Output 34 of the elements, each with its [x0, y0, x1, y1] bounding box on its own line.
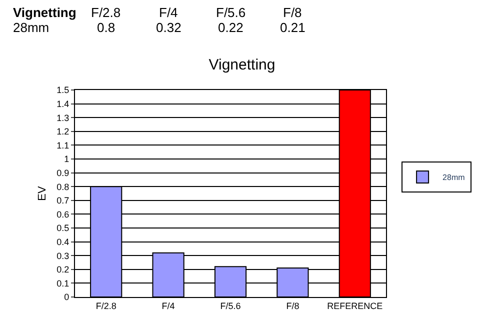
legend-label: 28mm: [442, 173, 466, 182]
y-tick-label: 1.5: [56, 85, 70, 96]
data-label: 0.32: [156, 20, 182, 35]
category-label: F/4: [159, 5, 178, 20]
y-tick-label: 0.9: [56, 168, 70, 178]
category-label: F/8: [283, 5, 302, 20]
x-tick-label: REFERENCE: [327, 300, 383, 311]
y-tick-label: 0.5: [56, 223, 70, 234]
y-tick-label: 0.3: [56, 250, 70, 261]
category-label: F/2.8: [91, 5, 121, 20]
y-tick-label: 0: [64, 292, 70, 302]
y-tick-label: 0.7: [56, 196, 70, 206]
y-tick-label: 1.4: [56, 98, 70, 109]
data-label: 0.21: [280, 20, 306, 35]
y-tick-label: 0.8: [56, 182, 70, 192]
y-tick-label: 0.1: [56, 278, 70, 288]
y-tick-label: 1: [64, 154, 70, 164]
y-axis-title: EV: [36, 186, 48, 201]
category-label: F/5.6: [216, 5, 246, 20]
y-tick-label: 0.6: [56, 209, 70, 220]
x-tick-label: F/5.6: [220, 300, 241, 311]
chart-title: Vignetting: [13, 5, 76, 20]
x-tick-label: F/4: [162, 300, 175, 311]
x-tick-label: F/8: [286, 300, 300, 311]
x-tick-label: F/2.8: [96, 300, 116, 311]
data-label: 0.22: [218, 20, 244, 35]
chart-title: Vignetting: [208, 56, 276, 74]
y-tick-label: 0.2: [56, 264, 70, 275]
y-tick-label: 1.2: [56, 126, 70, 137]
y-tick-label: 0.4: [56, 236, 70, 247]
y-tick-label: 1.1: [56, 140, 70, 150]
data-label: 0.8: [97, 20, 116, 35]
text: 28mm: [13, 20, 50, 35]
y-tick-label: 1.3: [56, 112, 70, 123]
